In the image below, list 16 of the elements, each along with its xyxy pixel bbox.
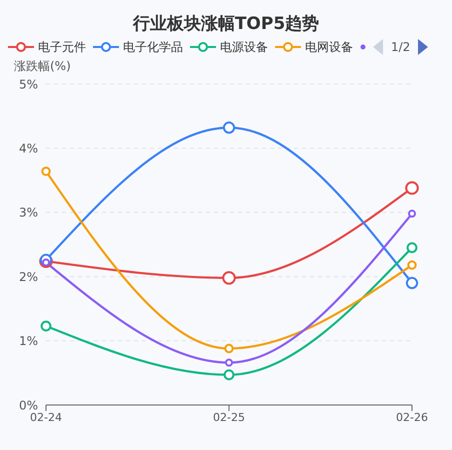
legend-label: 电子化学品 (123, 38, 183, 56)
y-tick-label: 1% (18, 334, 38, 348)
chart-title: 行业板块涨幅TOP5趋势 (132, 13, 320, 36)
y-tick-label: 5% (18, 77, 38, 92)
x-tick-label: 02-25 (213, 410, 245, 424)
y-tick-label: 2% (18, 270, 38, 284)
legend-label: 电子元件 (38, 38, 86, 56)
y-tick-label: 4% (18, 141, 38, 156)
x-tick-label: 02-24 (30, 410, 62, 424)
y-tick-label: 3% (18, 206, 38, 220)
legend-label: 电网设备 (305, 38, 353, 56)
y-tick-label: 0% (18, 398, 38, 412)
legend-label: 电源设备 (220, 38, 268, 56)
text: 1/2 (391, 40, 410, 54)
y-axis-title: 涨跌幅(%) (13, 58, 72, 74)
x-tick-label: 02-26 (396, 410, 428, 424)
